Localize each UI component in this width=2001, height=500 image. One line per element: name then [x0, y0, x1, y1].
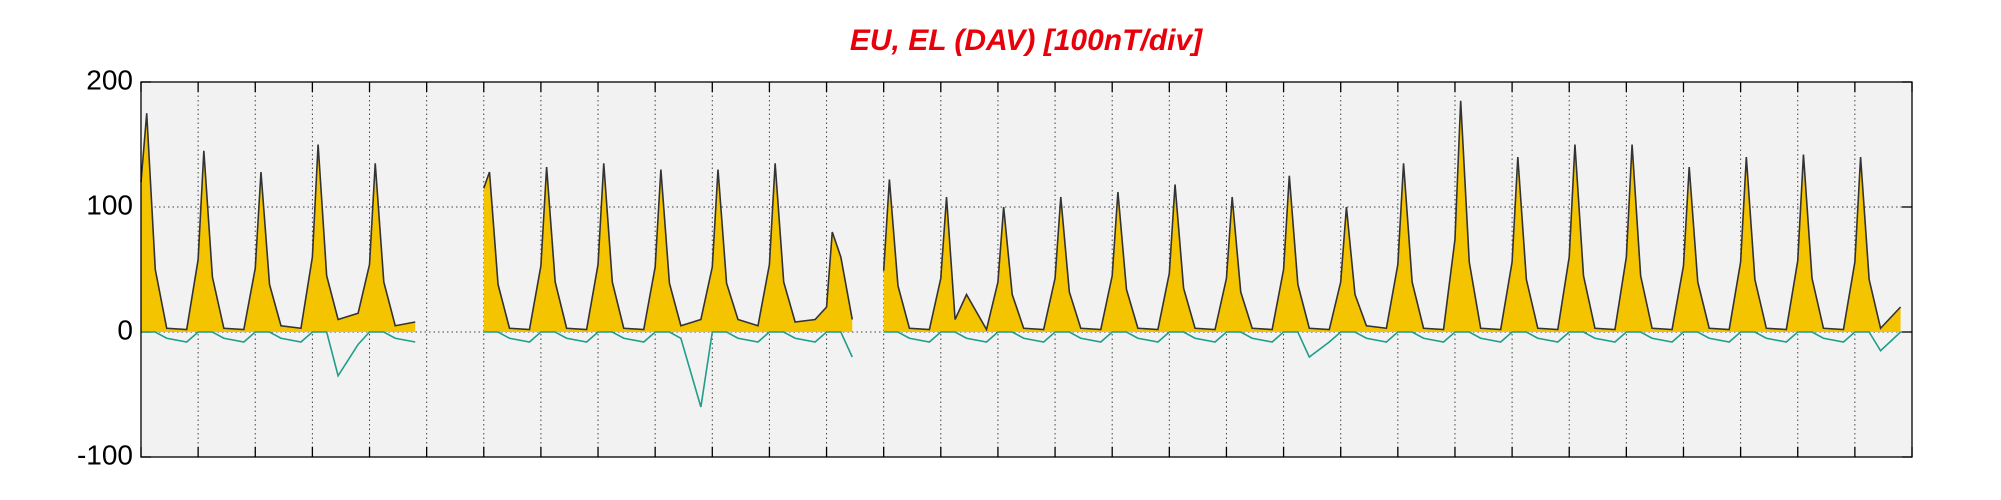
- plot-frame: [140, 81, 1913, 458]
- y-tick-label: -100: [77, 439, 133, 470]
- line: [483, 331, 853, 408]
- y-tick-label: 100: [86, 189, 133, 220]
- line: [140, 113, 416, 331]
- line: [483, 163, 854, 331]
- area: [883, 100, 1901, 332]
- line: [883, 331, 1902, 359]
- y-tick-label: 0: [117, 314, 133, 345]
- plot-area: [141, 82, 1912, 457]
- area: [483, 163, 853, 332]
- line: [141, 331, 416, 378]
- line: [882, 100, 1902, 332]
- area: [141, 113, 416, 332]
- y-tick-label: 200: [86, 64, 133, 95]
- chart-title: EU, EL (DAV) [100nT/div]: [850, 24, 1203, 57]
